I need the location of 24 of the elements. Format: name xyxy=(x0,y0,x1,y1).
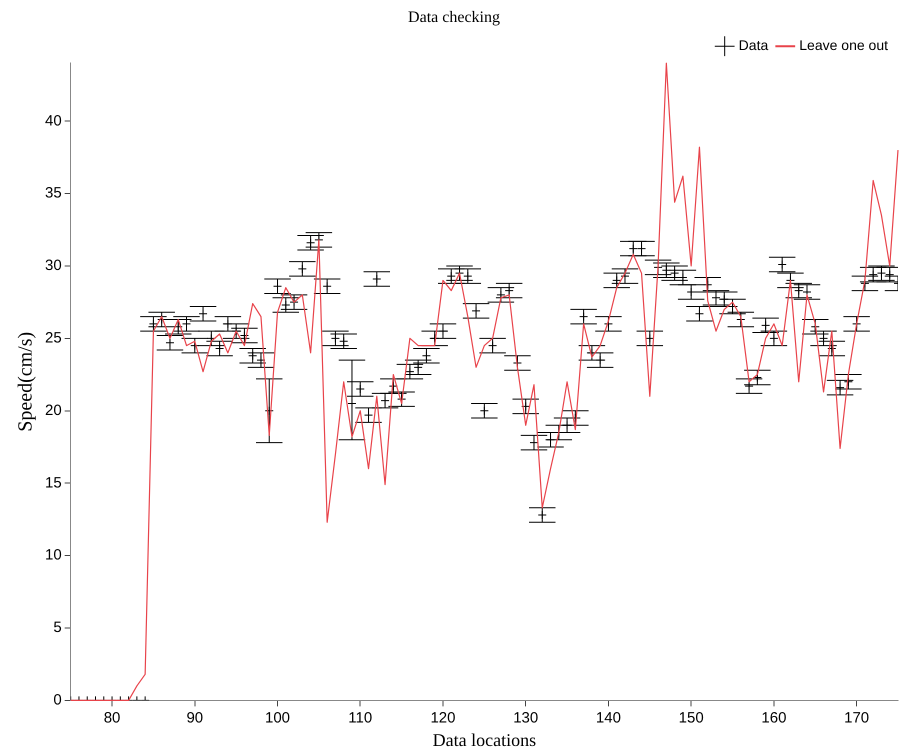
x-axis-title: Data locations xyxy=(432,730,536,750)
y-tick-label: 35 xyxy=(44,184,62,202)
x-tick-label: 100 xyxy=(265,710,290,727)
chart-title: Data checking xyxy=(408,8,500,26)
x-tick-label: 130 xyxy=(513,710,538,727)
y-tick-label: 5 xyxy=(53,619,62,636)
x-tick-label: 140 xyxy=(596,710,621,727)
legend-label: Data xyxy=(738,37,768,54)
x-tick-label: 150 xyxy=(678,710,704,727)
x-tick-label: 90 xyxy=(186,710,204,727)
y-tick-label: 25 xyxy=(44,329,62,346)
y-tick-label: 30 xyxy=(44,257,62,274)
x-tick-label: 110 xyxy=(348,710,372,727)
x-tick-label: 80 xyxy=(104,710,120,727)
x-tick-label: 170 xyxy=(844,710,870,727)
y-tick-label: 20 xyxy=(44,402,62,419)
y-axis-title: Speed(cm/s) xyxy=(14,332,36,432)
y-tick-label: 40 xyxy=(44,112,62,130)
legend-label: Leave one out xyxy=(799,37,888,54)
y-tick-label: 15 xyxy=(44,474,62,492)
x-tick-label: 160 xyxy=(761,710,786,727)
x-tick-label: 120 xyxy=(430,710,456,727)
y-tick-label: 0 xyxy=(53,692,62,709)
y-tick-label: 10 xyxy=(44,546,62,564)
